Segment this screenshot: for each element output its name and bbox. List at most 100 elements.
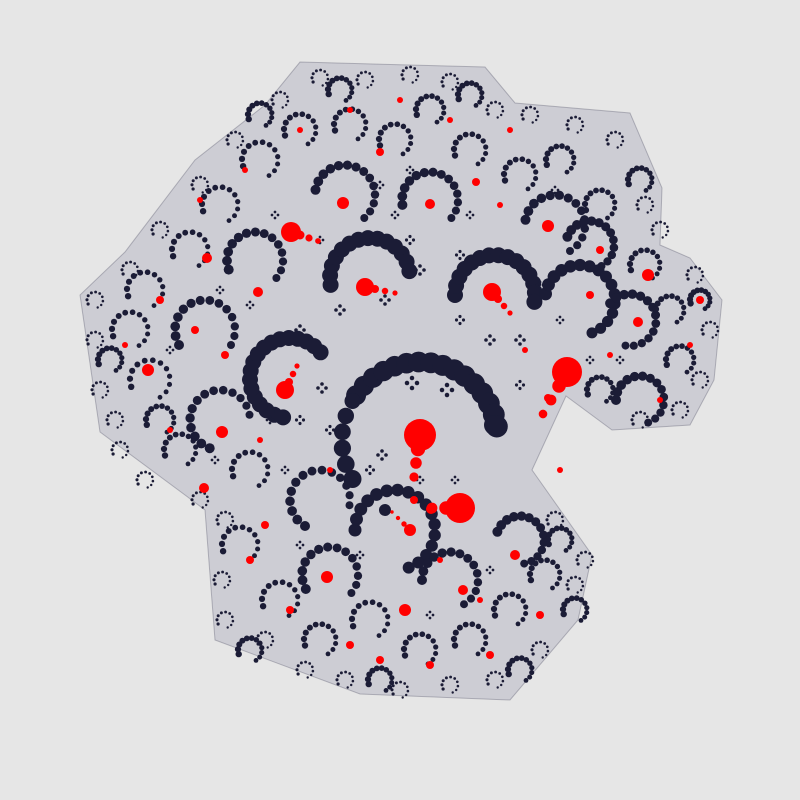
fringe-dot: [486, 104, 490, 108]
outer-arm-dot: [663, 361, 670, 368]
outer-arm-dot: [229, 473, 237, 480]
red-dot: [544, 394, 552, 402]
fringe-dot: [703, 372, 707, 375]
fringe-dot: [219, 611, 223, 615]
cluster-dot: [215, 288, 219, 292]
fringe-dot: [539, 640, 543, 644]
fringe-dot: [694, 265, 698, 269]
mid-arm-dot: [222, 255, 232, 266]
mid-arm-dot: [365, 173, 375, 183]
cluster-dot: [273, 216, 277, 220]
outer-arm-dot: [418, 96, 425, 103]
mid-arm-dot: [205, 295, 215, 305]
cluster-dot: [431, 613, 435, 617]
outer-arm-dot: [313, 124, 319, 130]
fringe-dot: [225, 138, 229, 142]
outer-arm-dot: [272, 168, 277, 174]
cluster-dot: [411, 168, 415, 172]
outer-arm-dot: [259, 603, 267, 610]
fringe-dot: [229, 523, 233, 527]
outer-arm-dot: [624, 176, 632, 183]
outer-arm-dot: [649, 175, 655, 181]
outer-arm-dot: [553, 143, 560, 150]
red-dot: [397, 97, 403, 103]
cluster-dot: [471, 213, 475, 217]
fringe-dot: [701, 386, 704, 389]
fringe-dot: [580, 120, 584, 124]
mid-arm-dot: [297, 566, 308, 576]
outer-arm-dot: [376, 633, 382, 638]
fringe-dot: [664, 233, 668, 237]
fringe-dot: [121, 456, 124, 459]
core-arc-dot: [484, 415, 504, 435]
cluster-dot: [298, 540, 302, 544]
outer-arm-dot: [299, 111, 306, 118]
red-chain-dot: [500, 302, 508, 310]
cluster-dot: [553, 185, 557, 189]
outer-arm-dot: [530, 182, 536, 187]
outer-arm-dot: [548, 146, 555, 153]
fringe-dot: [606, 134, 610, 138]
outer-arm-dot: [530, 163, 536, 169]
outer-arm-dot: [691, 360, 697, 366]
outer-arm-dot: [480, 647, 486, 652]
fringe-dot: [146, 486, 149, 489]
fringe-dot: [440, 683, 444, 687]
red-dot: [586, 291, 594, 299]
mid-arm-dot: [437, 548, 447, 558]
fringe-dot: [231, 519, 235, 523]
outer-arm-dot: [235, 206, 241, 212]
mid-arm-dot: [656, 408, 665, 417]
fringe-dot: [279, 90, 283, 94]
outer-arm-dot: [232, 213, 237, 219]
mid-arm-dot: [545, 190, 555, 201]
outer-arm-dot: [604, 376, 610, 382]
red-dot: [253, 287, 263, 297]
fringe-dot: [344, 670, 348, 674]
fringe-dot: [286, 99, 290, 103]
outer-arm-dot: [159, 403, 165, 409]
fringe-dot: [549, 511, 553, 515]
outer-arm-dot: [369, 667, 376, 674]
fringe-dot: [646, 211, 649, 214]
fringe-dot: [111, 444, 115, 448]
outer-arm-dot: [389, 680, 395, 686]
outer-arm-dot: [226, 186, 233, 193]
fringe-dot: [390, 688, 394, 692]
fringe-dot: [100, 295, 104, 299]
outer-arm-dot: [166, 381, 173, 387]
fringe-dot: [206, 499, 210, 503]
outer-arm-dot: [355, 108, 362, 115]
fringe-dot: [486, 674, 490, 678]
outer-arm-dot: [151, 271, 158, 278]
outer-arm-dot: [141, 357, 148, 364]
mid-arm-dot: [436, 169, 446, 179]
outer-arm-dot: [545, 540, 552, 548]
fringe-dot: [630, 418, 634, 422]
outer-arm-dot: [266, 141, 273, 148]
red-chain-dot: [401, 521, 407, 527]
cluster-dot: [488, 565, 492, 569]
outer-arm-dot: [122, 309, 129, 316]
mid-arm-dot: [286, 486, 296, 496]
fringe-dot: [125, 445, 129, 449]
cluster-dot: [561, 318, 565, 322]
outer-arm-dot: [515, 621, 521, 627]
fringe-dot: [216, 571, 220, 575]
fringe-dot: [136, 269, 140, 273]
mid-arm-dot: [453, 189, 462, 198]
outer-arm-dot: [450, 145, 458, 153]
red-dot: [261, 521, 269, 529]
fringe-dot: [413, 67, 417, 70]
mid-arm-dot: [531, 517, 541, 527]
fringe-dot: [689, 266, 693, 270]
fringe-dot: [135, 265, 139, 269]
fringe-dot: [411, 81, 414, 84]
outer-arm-dot: [375, 135, 383, 143]
cluster-dot: [390, 213, 394, 217]
outer-arm-dot: [451, 152, 459, 159]
red-dot: [167, 427, 173, 433]
mid-arm-dot: [306, 549, 316, 560]
outer-arm-dot: [583, 195, 590, 202]
outer-arm-dot: [94, 356, 102, 363]
